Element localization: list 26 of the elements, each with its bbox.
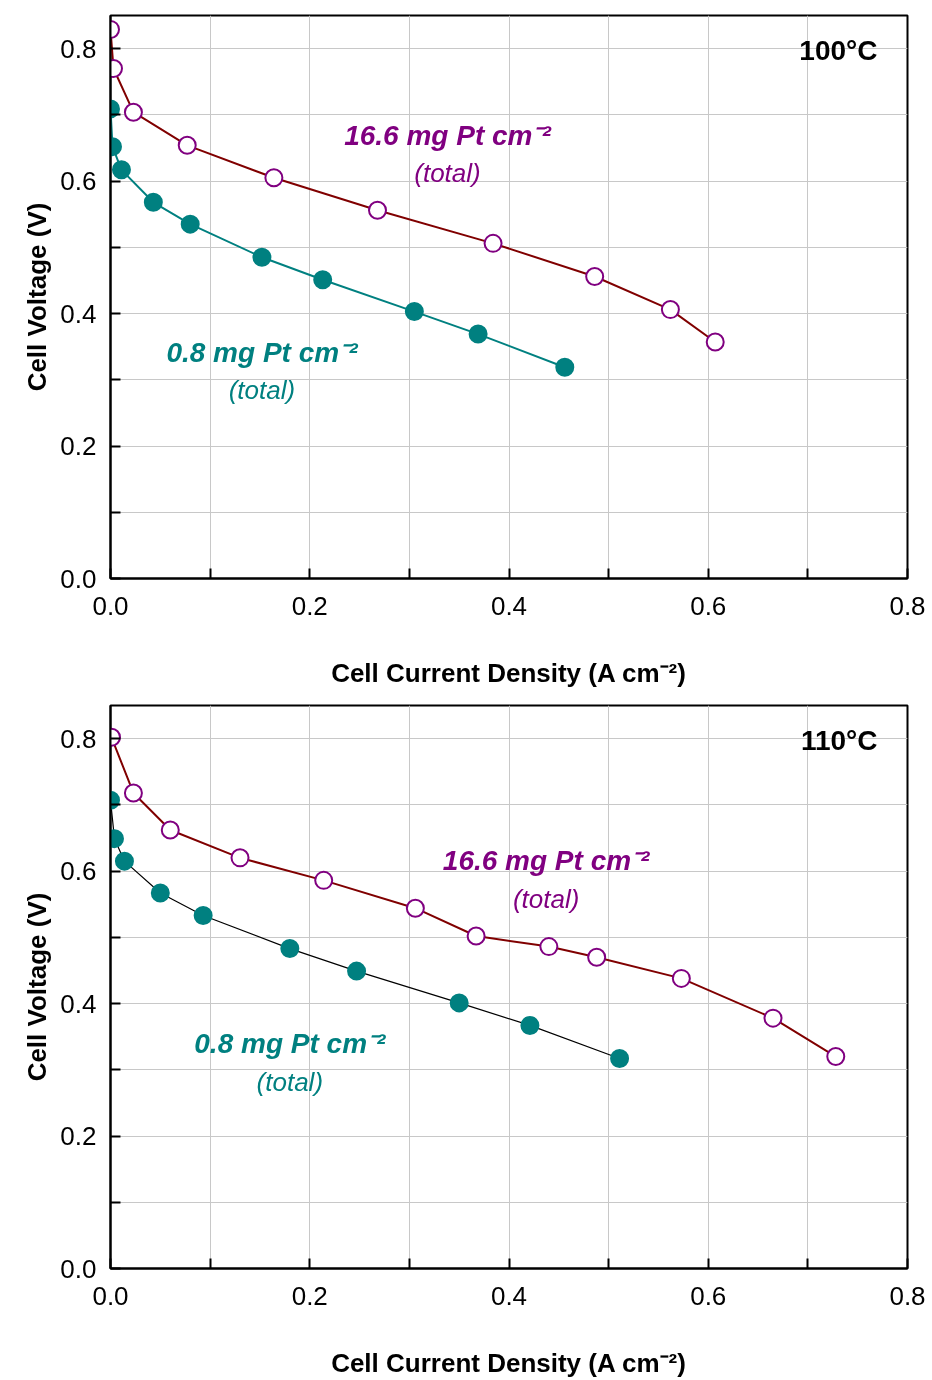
x-tick-label: 0.4 — [490, 1280, 528, 1311]
y-tick-label: 0.8 — [60, 33, 97, 64]
x-tick-label: 0.8 — [889, 590, 926, 621]
y-axis-title: Cell Voltage (V) — [22, 892, 53, 1082]
series-label: 16.6 mg Pt cm⁻² (total) — [344, 119, 552, 189]
y-tick-label: 0.6 — [60, 856, 97, 887]
y-tick-label: 0.2 — [60, 431, 97, 462]
annotation: 110°C — [800, 724, 878, 756]
y-tick-label: 0.6 — [60, 166, 97, 197]
y-tick-label: 0.4 — [60, 988, 97, 1019]
y-tick-label: 0.4 — [60, 298, 97, 329]
x-tick-label: 0.4 — [490, 590, 528, 621]
y-tick-label: 0.2 — [60, 1121, 97, 1152]
x-axis-title: Cell Current Density (A cm⁻²) — [331, 657, 686, 688]
series-label: 0.8 mg Pt cm⁻² (total) — [166, 336, 359, 406]
x-axis-title: Cell Current Density (A cm⁻²) — [331, 1347, 686, 1378]
y-tick-label: 0.8 — [60, 723, 97, 754]
x-tick-label: 0.2 — [291, 590, 328, 621]
x-tick-label: 0.6 — [690, 590, 727, 621]
series-label: 16.6 mg Pt cm⁻² (total) — [442, 845, 651, 914]
series-label: 0.8 mg Pt cm⁻² (total) — [194, 1028, 387, 1097]
x-tick-label: 0.6 — [690, 1280, 727, 1311]
y-axis-title: Cell Voltage (V) — [22, 202, 53, 392]
x-tick-label: 0.8 — [889, 1280, 926, 1311]
annotation: 100°C — [799, 34, 878, 66]
x-tick-label: 0.2 — [291, 1280, 328, 1311]
